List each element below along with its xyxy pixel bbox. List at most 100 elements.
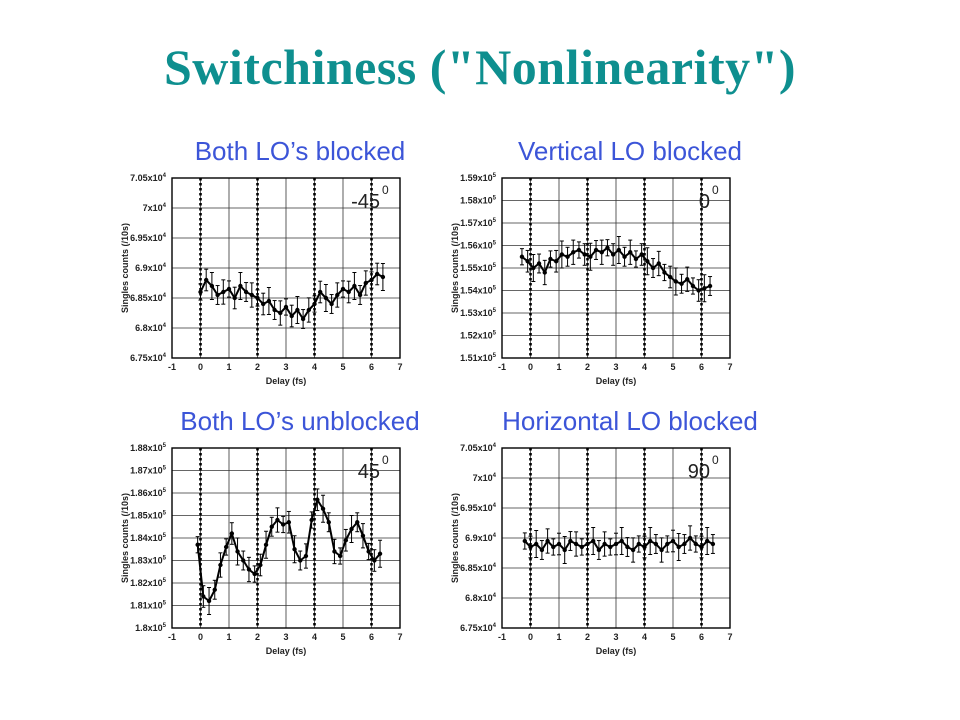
y-tick-label: 6.85x104: [460, 563, 497, 573]
x-axis-label: Delay (fs): [266, 376, 307, 386]
data-point: [571, 250, 576, 255]
x-axis-label: Delay (fs): [266, 646, 307, 656]
data-point: [596, 547, 602, 553]
data-point: [346, 289, 351, 295]
y-tick-label: 1.82x105: [130, 578, 167, 588]
data-point: [645, 259, 650, 264]
data-point: [343, 538, 349, 543]
x-tick-label: 6: [699, 632, 704, 642]
data-point: [650, 265, 656, 271]
data-point: [687, 535, 693, 541]
y-tick-label: 1.88x105: [130, 443, 167, 453]
slide-title: Switchiness ("Nonlinearity"): [163, 39, 797, 95]
data-point: [636, 541, 641, 547]
data-point: [556, 541, 562, 547]
plot-frame: [501, 177, 731, 359]
data-point: [705, 538, 710, 544]
data-point: [258, 562, 263, 568]
y-tick-label: 1.84x105: [130, 533, 167, 543]
data-point: [295, 307, 300, 313]
y-tick-label: 7.05x104: [130, 173, 167, 183]
x-tick-label: 4: [642, 632, 647, 642]
x-tick-label: 7: [397, 632, 402, 642]
data-point: [619, 538, 624, 544]
data-point: [255, 295, 260, 301]
data-point: [707, 283, 713, 289]
data-point: [252, 571, 257, 577]
angle-annotation-degree: 0: [382, 183, 389, 197]
x-tick-label: 3: [283, 362, 288, 372]
x-tick-label: 2: [585, 632, 590, 642]
x-tick-label: 0: [198, 362, 203, 372]
data-point: [241, 558, 246, 563]
data-point: [206, 598, 212, 604]
plot-frame: [501, 447, 731, 629]
angle-annotation-degree: 0: [712, 183, 719, 197]
data-point: [303, 553, 309, 559]
angle-annotation: 0: [699, 191, 710, 213]
data-point: [289, 313, 294, 319]
data-point: [605, 245, 610, 250]
x-tick-label: 1: [556, 632, 561, 642]
y-tick-label: 1.83x105: [130, 556, 167, 566]
data-point: [682, 541, 687, 547]
y-axis-label: Singles counts (/10s): [120, 493, 130, 583]
data-point: [246, 567, 252, 572]
data-point: [534, 541, 539, 547]
data-point: [355, 520, 360, 525]
data-point: [238, 283, 243, 289]
data-point: [201, 594, 206, 599]
data-point: [261, 301, 266, 307]
data-point: [582, 252, 587, 257]
panel-horizontal-blocked: Horizontal LO blocked -1 0 1 2 3 4 5 6 7 7.05x104…: [450, 406, 810, 676]
data-point: [585, 541, 590, 547]
data-point: [522, 538, 527, 544]
data-point: [212, 587, 217, 592]
data-point: [332, 549, 337, 554]
data-point: [573, 541, 579, 547]
data-point: [243, 289, 249, 295]
data-point: [195, 542, 200, 547]
data-point: [315, 497, 320, 502]
x-tick-label: 5: [670, 632, 675, 642]
y-tick-label: 1.51x105: [460, 353, 497, 363]
y-tick-label: 6.8x104: [465, 593, 497, 603]
data-point: [266, 298, 272, 304]
y-tick-label: 6.9x104: [465, 533, 497, 543]
data-point: [280, 522, 286, 527]
data-point: [639, 252, 644, 257]
x-tick-label: 0: [528, 362, 533, 372]
data-point: [653, 541, 659, 547]
x-tick-label: 6: [699, 362, 704, 372]
data-point: [667, 274, 673, 280]
data-point: [648, 538, 653, 544]
x-axis-label: Delay (fs): [596, 646, 637, 656]
data-point: [221, 289, 226, 295]
data-point: [235, 549, 240, 554]
data-point: [275, 517, 280, 523]
angle-annotation: 90: [688, 461, 710, 483]
data-point: [357, 292, 363, 298]
x-tick-label: 1: [226, 632, 231, 642]
chart-both-blocked: -1 0 1 2 3 4 5 6 7 7.05x104 7x104 6.95x104 6.9x104 6.…: [120, 173, 403, 386]
data-point: [602, 541, 607, 547]
y-tick-label: 7.05x104: [460, 443, 497, 453]
data-point: [628, 250, 633, 255]
data-point: [613, 541, 619, 547]
y-tick-label: 6.75x104: [130, 353, 167, 363]
data-point: [710, 541, 716, 547]
x-tick-label: 1: [226, 362, 231, 372]
y-axis-label: Singles counts (/10s): [450, 493, 460, 583]
data-point: [340, 286, 346, 292]
angle-annotation: 45: [358, 461, 380, 483]
x-tick-label: 7: [397, 362, 402, 372]
data-point: [229, 531, 235, 536]
data-point: [528, 544, 533, 550]
data-point: [329, 301, 334, 307]
data-point: [699, 544, 704, 550]
data-point: [539, 547, 545, 553]
data-point: [702, 286, 707, 291]
data-point: [309, 517, 314, 523]
panel-title: Both LO’s unblocked: [180, 406, 420, 436]
y-axis-label: Singles counts (/10s): [120, 223, 130, 313]
